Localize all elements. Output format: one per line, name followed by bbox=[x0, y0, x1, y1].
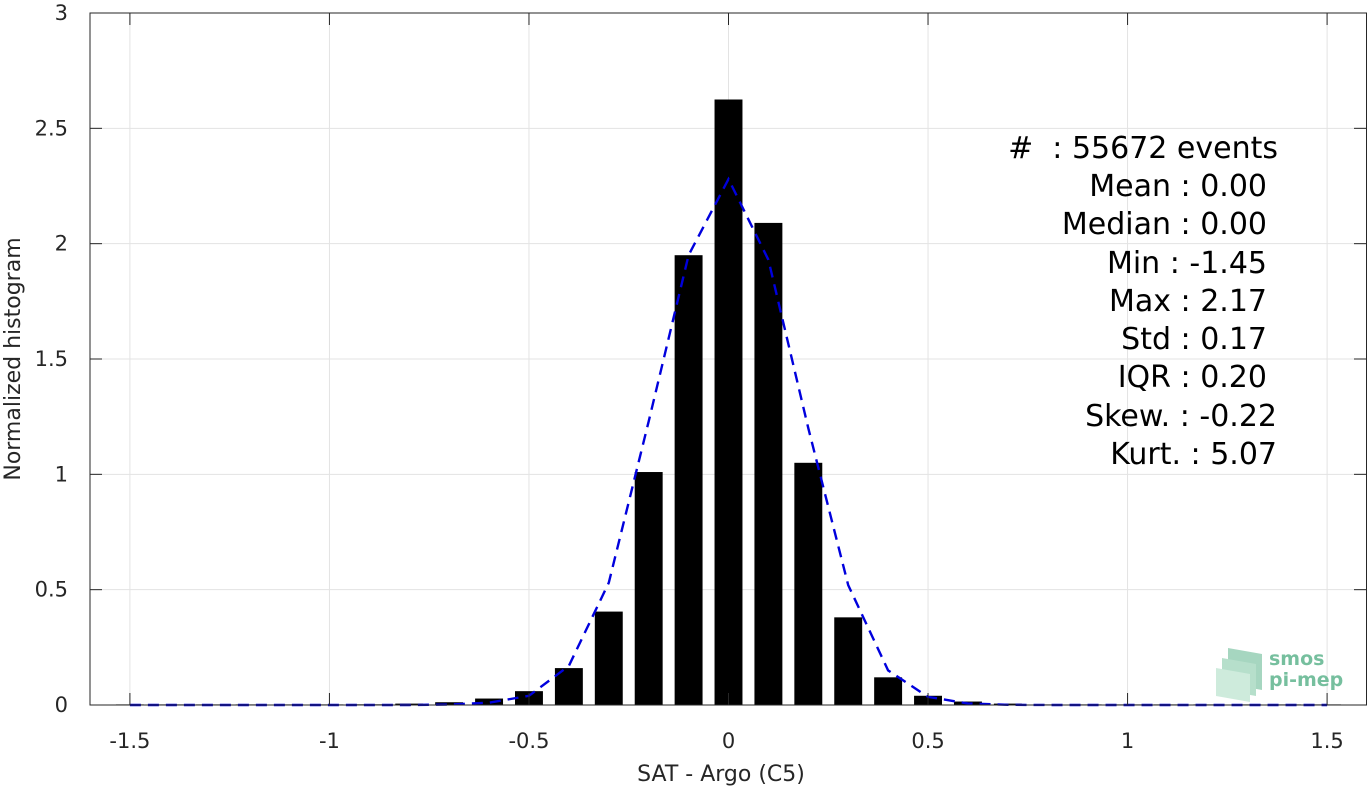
histogram-bar bbox=[874, 677, 903, 705]
y-tick-label: 2 bbox=[55, 232, 68, 256]
smos-pimep-logo: smos pi-mep bbox=[1216, 648, 1343, 702]
histogram-bar bbox=[714, 99, 743, 705]
stat-median: Median : 0.00 bbox=[1062, 207, 1267, 242]
stat-mean: Mean : 0.00 bbox=[1089, 169, 1267, 204]
histogram-bar bbox=[674, 255, 703, 705]
stat-kurt: Kurt. : 5.07 bbox=[1110, 437, 1277, 472]
y-axis-label: Normalized histogram bbox=[1, 237, 26, 480]
x-tick-label: 0 bbox=[722, 729, 735, 753]
histogram-bar bbox=[594, 611, 623, 705]
y-tick-labels: 0 0.5 1 1.5 2 2.5 3 bbox=[35, 1, 68, 717]
bars bbox=[115, 99, 1342, 705]
x-tick-label: 1.5 bbox=[1310, 729, 1343, 753]
stat-iqr: IQR : 0.20 bbox=[1118, 360, 1267, 395]
x-tick-label: -1 bbox=[319, 729, 340, 753]
stats-annotation: # : 55672 events Mean : 0.00 Median : 0.… bbox=[1008, 131, 1278, 472]
y-tick-label: 2.5 bbox=[35, 116, 68, 140]
stat-max: Max : 2.17 bbox=[1109, 284, 1267, 319]
y-tick-label: 1.5 bbox=[35, 347, 68, 371]
histogram-bar bbox=[754, 222, 783, 705]
x-tick-label: -0.5 bbox=[508, 729, 549, 753]
histogram-bar bbox=[794, 462, 823, 705]
y-tick-label: 1 bbox=[55, 462, 68, 486]
histogram-bar bbox=[475, 698, 504, 705]
x-tick-label: 0.5 bbox=[911, 729, 944, 753]
histogram-bar bbox=[435, 702, 464, 705]
stat-skew: Skew. : -0.22 bbox=[1085, 399, 1277, 434]
stat-std: Std : 0.17 bbox=[1121, 322, 1267, 357]
stat-events: # : 55672 events bbox=[1008, 131, 1278, 166]
histogram-bar bbox=[834, 617, 863, 705]
x-tick-labels: -1.5 -1 -0.5 0 0.5 1 1.5 bbox=[109, 729, 1343, 753]
logo-text-smos: smos bbox=[1269, 648, 1324, 670]
x-tick-label: -1.5 bbox=[109, 729, 150, 753]
x-tick-label: 1 bbox=[1121, 729, 1134, 753]
y-tick-label: 0 bbox=[55, 693, 68, 717]
x-axis-label: SAT - Argo (C5) bbox=[637, 762, 805, 787]
logo-wave-icon bbox=[1216, 648, 1262, 702]
histogram-bar bbox=[634, 472, 663, 705]
y-tick-label: 3 bbox=[55, 1, 68, 25]
stat-min: Min : -1.45 bbox=[1107, 246, 1267, 281]
logo-text-pimep: pi-mep bbox=[1269, 669, 1343, 691]
y-tick-label: 0.5 bbox=[35, 578, 68, 602]
